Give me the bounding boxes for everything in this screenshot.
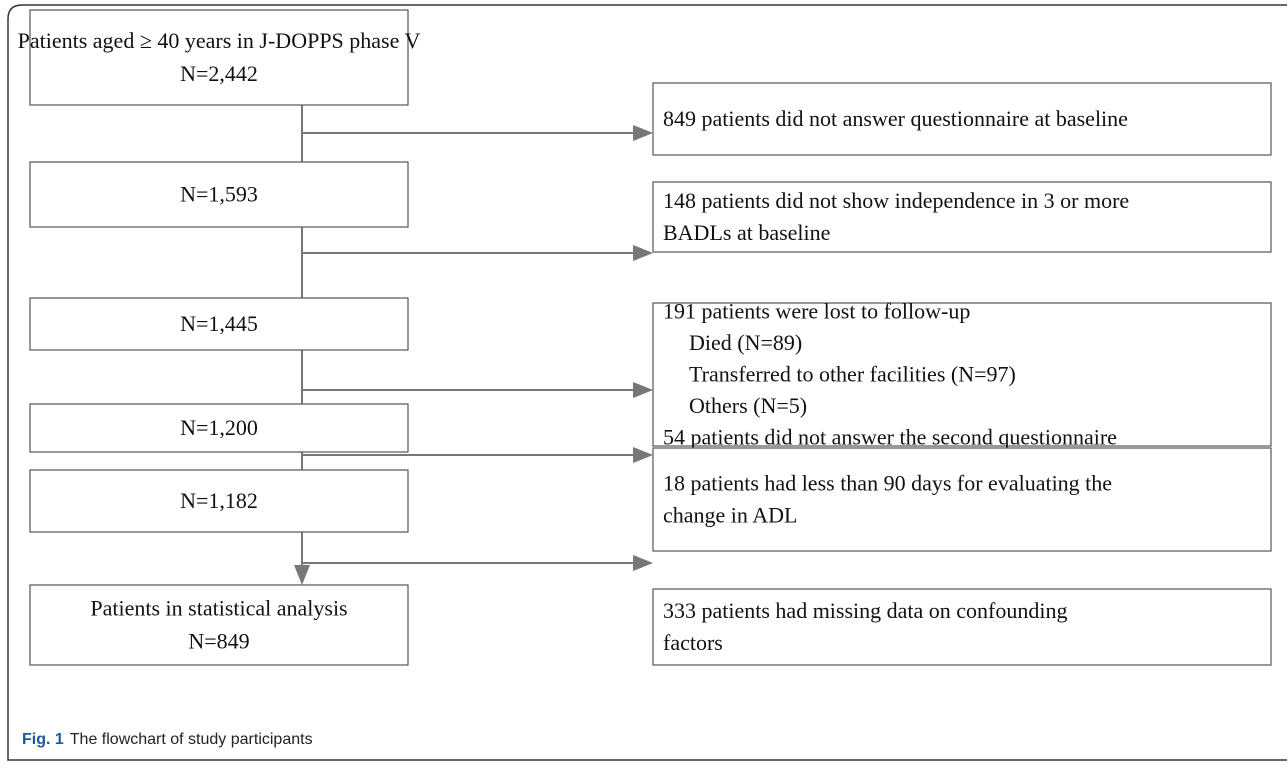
exclusion-text: Transferred to other facilities (N=97) <box>689 362 1016 387</box>
caption: Fig. 1 The flowchart of study participant… <box>22 731 313 748</box>
caption-label: Fig. 1 <box>22 731 64 748</box>
caption-text: The flowchart of study participants <box>70 731 313 748</box>
node-text: N=1,182 <box>180 488 258 513</box>
node-text: Patients in statistical analysis <box>90 596 347 621</box>
node-text: N=2,442 <box>180 61 258 86</box>
exclusion-box <box>652 82 1272 156</box>
flow: Patients aged ≥ 40 years in J-DOPPS phas… <box>18 9 1272 666</box>
exclusion-box <box>652 302 1272 447</box>
exclusion-text: BADLs at baseline <box>663 220 830 245</box>
exclusion-text: Died (N=89) <box>689 330 802 355</box>
node-box <box>29 403 409 453</box>
exclusion-box <box>652 181 1272 253</box>
exclusion-text: Others (N=5) <box>689 393 807 418</box>
node-box <box>29 297 409 351</box>
exclusion-text: 148 patients did not show independence i… <box>663 188 1129 213</box>
figure-border <box>7 4 1287 761</box>
exclusion-text: 191 patients were lost to follow-up <box>663 299 970 324</box>
exclusion-box <box>652 588 1272 666</box>
exclusion-text: change in ADL <box>663 503 797 528</box>
node-text: N=849 <box>188 629 249 654</box>
node-box <box>29 469 409 533</box>
node-text: Patients aged ≥ 40 years in J-DOPPS phas… <box>18 28 421 53</box>
exclusion-box <box>652 447 1272 552</box>
exclusion-text: factors <box>663 630 723 655</box>
node-text: N=1,445 <box>180 311 258 336</box>
exclusion-text: 849 patients did not answer questionnair… <box>663 106 1128 131</box>
node-box <box>29 9 409 106</box>
node-box <box>29 584 409 666</box>
node-box <box>29 161 409 228</box>
exclusion-text: 54 patients did not answer the second qu… <box>663 425 1117 450</box>
exclusion-text: 333 patients had missing data on confoun… <box>663 598 1068 623</box>
exclusion-text: 18 patients had less than 90 days for ev… <box>663 471 1112 496</box>
node-text: N=1,593 <box>180 182 258 207</box>
node-text: N=1,200 <box>180 415 258 440</box>
